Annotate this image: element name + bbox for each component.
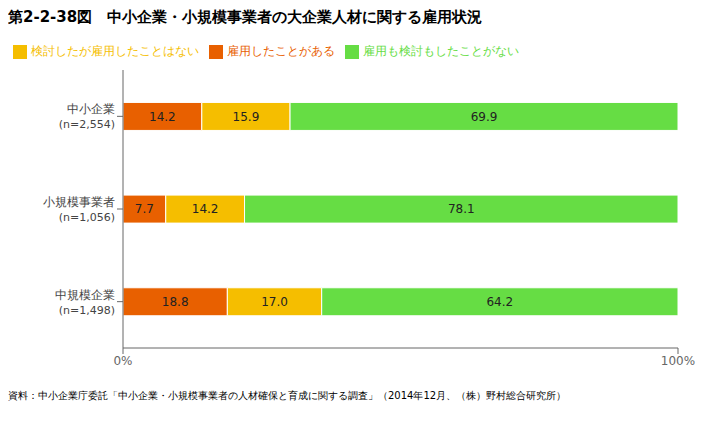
svg-text:17.0: 17.0	[261, 295, 288, 309]
svg-text:14.2: 14.2	[149, 110, 176, 124]
svg-text:64.2: 64.2	[486, 295, 513, 309]
html-text:資料：中小企業庁委託「中小企業・小規模事業者の人材確保と育成: 資料：中小企業庁委託「中小企業・小規模事業者の人材確保と育成に関する調査」（20…	[8, 390, 567, 401]
svg-text:18.8: 18.8	[162, 295, 189, 309]
html-text:雇用したことがある: 雇用したことがある	[227, 44, 335, 58]
html-text:検討したが雇用したことはない: 検討したが雇用したことはない	[31, 44, 199, 58]
svg-text:中小企業(n=2,554): 中小企業(n=2,554)	[59, 102, 115, 131]
svg-text:0%: 0%	[113, 354, 132, 368]
svg-text:14.2: 14.2	[192, 202, 219, 216]
html-text:雇用も検討もしたことがない: 雇用も検討もしたことがない	[363, 44, 519, 58]
svg-text:69.9: 69.9	[471, 110, 498, 124]
svg-text:100%: 100%	[661, 354, 695, 368]
svg-text:小規模事業者(n=1,056): 小規模事業者(n=1,056)	[43, 195, 115, 224]
html-text:第2-2-38図 中小企業・小規模事業者の大企業人材に関する: 第2-2-38図 中小企業・小規模事業者の大企業人材に関する雇用状況	[8, 8, 483, 26]
svg-text:15.9: 15.9	[233, 110, 260, 124]
svg-text:7.7: 7.7	[135, 202, 154, 216]
svg-text:78.1: 78.1	[448, 202, 475, 216]
svg-text:中規模企業(n=1,498): 中規模企業(n=1,498)	[55, 288, 115, 317]
